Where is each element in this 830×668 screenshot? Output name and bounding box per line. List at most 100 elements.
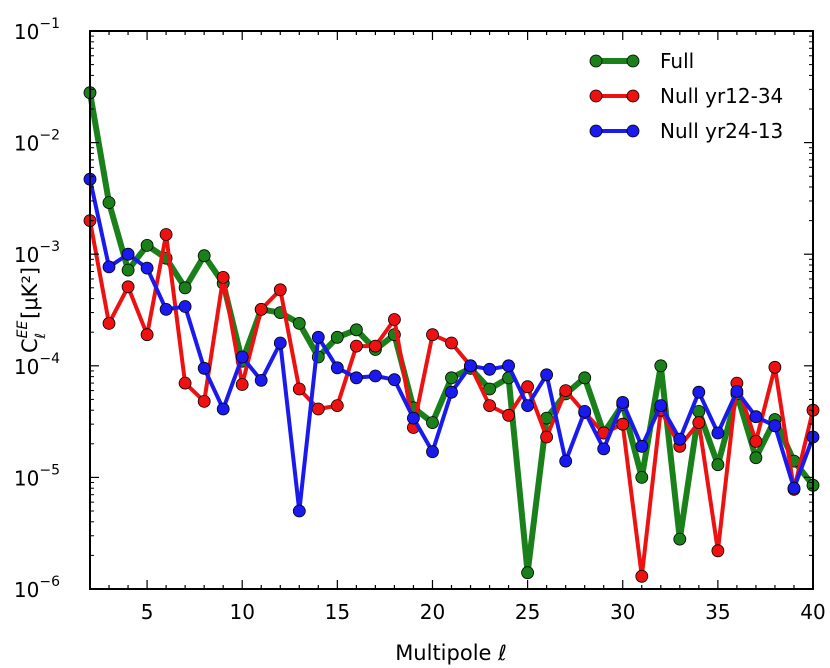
data-point bbox=[749, 434, 763, 448]
data-point bbox=[711, 458, 725, 472]
data-point bbox=[654, 399, 668, 413]
data-point bbox=[406, 411, 420, 425]
data-point bbox=[464, 359, 477, 373]
x-tick-label: 10 bbox=[229, 600, 254, 624]
y-tick-label: 10−3 bbox=[14, 239, 60, 267]
data-point bbox=[349, 339, 363, 353]
data-point bbox=[254, 373, 268, 387]
series-layer bbox=[83, 86, 820, 583]
data-point bbox=[197, 249, 211, 263]
legend-marker bbox=[626, 54, 640, 68]
data-point bbox=[349, 323, 363, 337]
legend-marker bbox=[626, 124, 640, 138]
y-axis-label-sup: EE bbox=[15, 321, 31, 339]
data-point bbox=[521, 566, 534, 580]
data-point bbox=[254, 302, 268, 316]
data-point bbox=[216, 270, 230, 284]
x-tick-label: 40 bbox=[800, 600, 825, 624]
data-point bbox=[368, 339, 382, 353]
data-point bbox=[635, 470, 649, 484]
data-point bbox=[521, 399, 534, 413]
y-tick-label: 10−2 bbox=[14, 128, 60, 156]
data-point bbox=[311, 330, 325, 344]
data-point bbox=[178, 281, 192, 295]
data-point bbox=[749, 410, 763, 424]
y-tick-label: 10−1 bbox=[14, 16, 60, 44]
data-point bbox=[692, 416, 706, 430]
legend-label: Null yr24-13 bbox=[660, 119, 783, 143]
data-point bbox=[540, 368, 553, 382]
legend-marker bbox=[626, 89, 640, 103]
data-point bbox=[178, 376, 192, 390]
legend-item: Null yr12-34 bbox=[589, 84, 783, 108]
data-point bbox=[521, 380, 534, 394]
data-point bbox=[559, 454, 573, 468]
x-tick-label: 20 bbox=[420, 600, 445, 624]
data-point bbox=[711, 426, 725, 440]
legend: Full Null yr12-34 Null yr24-13 bbox=[589, 49, 783, 143]
data-point bbox=[578, 404, 592, 418]
data-point bbox=[445, 371, 458, 385]
data-point bbox=[102, 196, 116, 210]
data-point bbox=[311, 402, 325, 416]
data-point bbox=[768, 360, 782, 374]
data-point bbox=[235, 378, 249, 391]
data-point bbox=[426, 328, 439, 342]
data-point bbox=[216, 402, 230, 416]
data-point bbox=[159, 228, 173, 241]
data-point bbox=[273, 336, 287, 350]
data-point bbox=[673, 432, 687, 446]
legend-marker bbox=[589, 124, 603, 138]
legend-label: Null yr12-34 bbox=[660, 84, 783, 108]
y-axis-label-unit: [μK²] bbox=[18, 267, 42, 319]
data-point bbox=[235, 350, 249, 364]
data-point bbox=[197, 394, 211, 408]
y-tick-label: 10−5 bbox=[14, 462, 60, 490]
data-point bbox=[635, 439, 649, 453]
y-axis-label: CEE ℓ[μK²] bbox=[15, 267, 49, 353]
data-point bbox=[121, 263, 135, 277]
data-point bbox=[349, 371, 363, 385]
data-point bbox=[140, 261, 154, 275]
x-tick-label: 15 bbox=[325, 600, 350, 624]
data-point bbox=[616, 395, 630, 409]
data-point bbox=[292, 382, 306, 396]
data-point bbox=[368, 369, 382, 383]
data-point bbox=[787, 481, 801, 495]
data-point bbox=[692, 385, 706, 399]
data-point bbox=[426, 445, 439, 459]
data-point bbox=[578, 371, 592, 385]
data-point bbox=[330, 399, 344, 413]
data-point bbox=[730, 384, 744, 398]
legend-marker bbox=[589, 54, 603, 68]
data-point bbox=[273, 283, 287, 297]
data-point bbox=[426, 416, 439, 430]
data-point bbox=[140, 238, 154, 252]
y-axis-label-sub: ℓ bbox=[33, 333, 49, 340]
legend-item: Full bbox=[589, 49, 694, 73]
data-point bbox=[445, 385, 458, 399]
legend-item: Null yr24-13 bbox=[589, 119, 783, 143]
data-point bbox=[102, 260, 116, 274]
x-tick-label: 30 bbox=[610, 600, 635, 624]
data-point bbox=[711, 544, 725, 558]
y-tick-label: 10−6 bbox=[14, 574, 60, 602]
data-point bbox=[635, 569, 649, 583]
data-point bbox=[502, 359, 516, 373]
x-tick-label: 5 bbox=[141, 600, 154, 624]
data-point bbox=[121, 280, 135, 294]
series-line-1 bbox=[87, 92, 816, 576]
data-point bbox=[616, 417, 630, 431]
x-axis: 5 10 15 20 25 30 35 40 bbox=[89, 31, 826, 624]
series-3 bbox=[83, 172, 820, 518]
data-point bbox=[597, 442, 611, 456]
data-point bbox=[540, 430, 553, 444]
data-point bbox=[330, 361, 344, 375]
y-tick-label: 10−4 bbox=[14, 351, 60, 379]
data-point bbox=[197, 361, 211, 375]
data-point bbox=[387, 373, 401, 387]
plot-frame bbox=[89, 30, 814, 590]
legend-label: Full bbox=[660, 49, 694, 73]
data-point bbox=[292, 316, 306, 330]
